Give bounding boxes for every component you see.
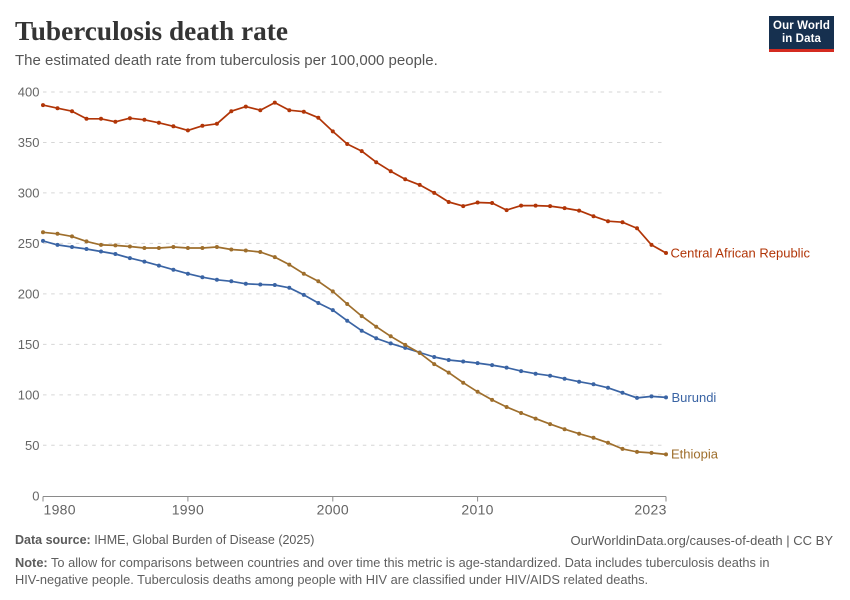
svg-text:Ethiopia: Ethiopia xyxy=(671,447,719,462)
svg-text:100: 100 xyxy=(18,387,40,402)
svg-text:250: 250 xyxy=(18,236,40,251)
svg-text:350: 350 xyxy=(18,135,40,150)
svg-text:Central African Republic: Central African Republic xyxy=(671,246,811,261)
svg-text:2023: 2023 xyxy=(634,502,666,518)
svg-text:2000: 2000 xyxy=(317,502,349,518)
svg-text:50: 50 xyxy=(25,438,39,453)
svg-text:1990: 1990 xyxy=(172,502,204,518)
svg-text:150: 150 xyxy=(18,337,40,352)
svg-text:1980: 1980 xyxy=(44,502,76,518)
svg-text:0: 0 xyxy=(32,488,39,503)
svg-text:300: 300 xyxy=(18,185,40,200)
svg-text:200: 200 xyxy=(18,286,40,301)
svg-text:400: 400 xyxy=(18,85,40,100)
svg-text:2010: 2010 xyxy=(461,502,493,518)
svg-text:Burundi: Burundi xyxy=(672,390,717,405)
